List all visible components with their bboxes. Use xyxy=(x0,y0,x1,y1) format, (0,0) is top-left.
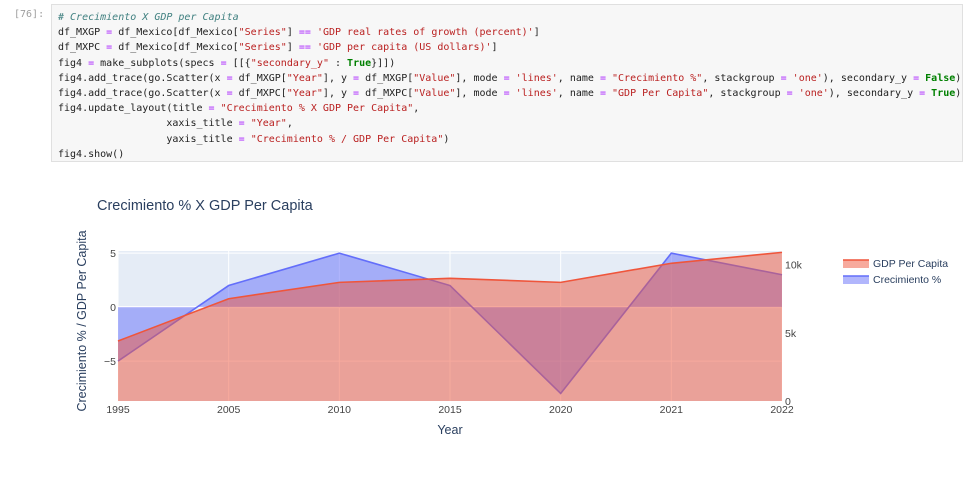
area-gdp-per-capita xyxy=(118,252,782,401)
legend-swatch xyxy=(843,276,869,284)
cell-prompt: [76]: xyxy=(14,9,45,20)
legend[interactable]: GDP Per Capita Crecimiento % xyxy=(843,258,948,286)
y-left-tick-label: 0 xyxy=(110,302,116,314)
series-areas xyxy=(117,251,783,401)
legend-swatch xyxy=(843,260,869,268)
code-editor[interactable]: # Crecimiento X GDP per Capita df_MXGP =… xyxy=(58,12,962,160)
y-axis-title: Crecimiento % / GDP Per Capita xyxy=(75,230,89,411)
y-right-tick-label: 0 xyxy=(785,396,791,408)
axis-ticks: 1995 2005 2010 2015 2020 2021 2022 5 0 −5 10k 5k 0 xyxy=(104,248,803,416)
x-tick-label: 2015 xyxy=(438,404,462,416)
x-tick-label: 2022 xyxy=(770,404,794,416)
legend-item-label: Crecimiento % xyxy=(873,274,941,286)
cell-output: Crecimiento % X GDP Per Capita 1995 2005 2… xyxy=(51,180,968,480)
y-right-tick-label: 5k xyxy=(785,328,797,340)
chart-title: Crecimiento % X GDP Per Capita xyxy=(97,198,314,214)
x-tick-label: 2020 xyxy=(549,404,573,416)
x-tick-label: 1995 xyxy=(106,404,130,416)
y-left-tick-label: −5 xyxy=(104,356,116,368)
x-tick-label: 2010 xyxy=(328,404,352,416)
y-left-tick-label: 5 xyxy=(110,248,116,260)
legend-item-label: GDP Per Capita xyxy=(873,258,948,270)
x-tick-label: 2005 xyxy=(217,404,241,416)
area-crecimiento- xyxy=(118,253,782,394)
code-cell[interactable]: # Crecimiento X GDP per Capita df_MXGP =… xyxy=(51,4,963,162)
x-tick-label: 2021 xyxy=(660,404,684,416)
y-right-tick-label: 10k xyxy=(785,260,803,272)
x-axis-title: Year xyxy=(437,423,462,437)
plotly-chart[interactable]: Crecimiento % X GDP Per Capita 1995 2005 2… xyxy=(51,180,968,480)
